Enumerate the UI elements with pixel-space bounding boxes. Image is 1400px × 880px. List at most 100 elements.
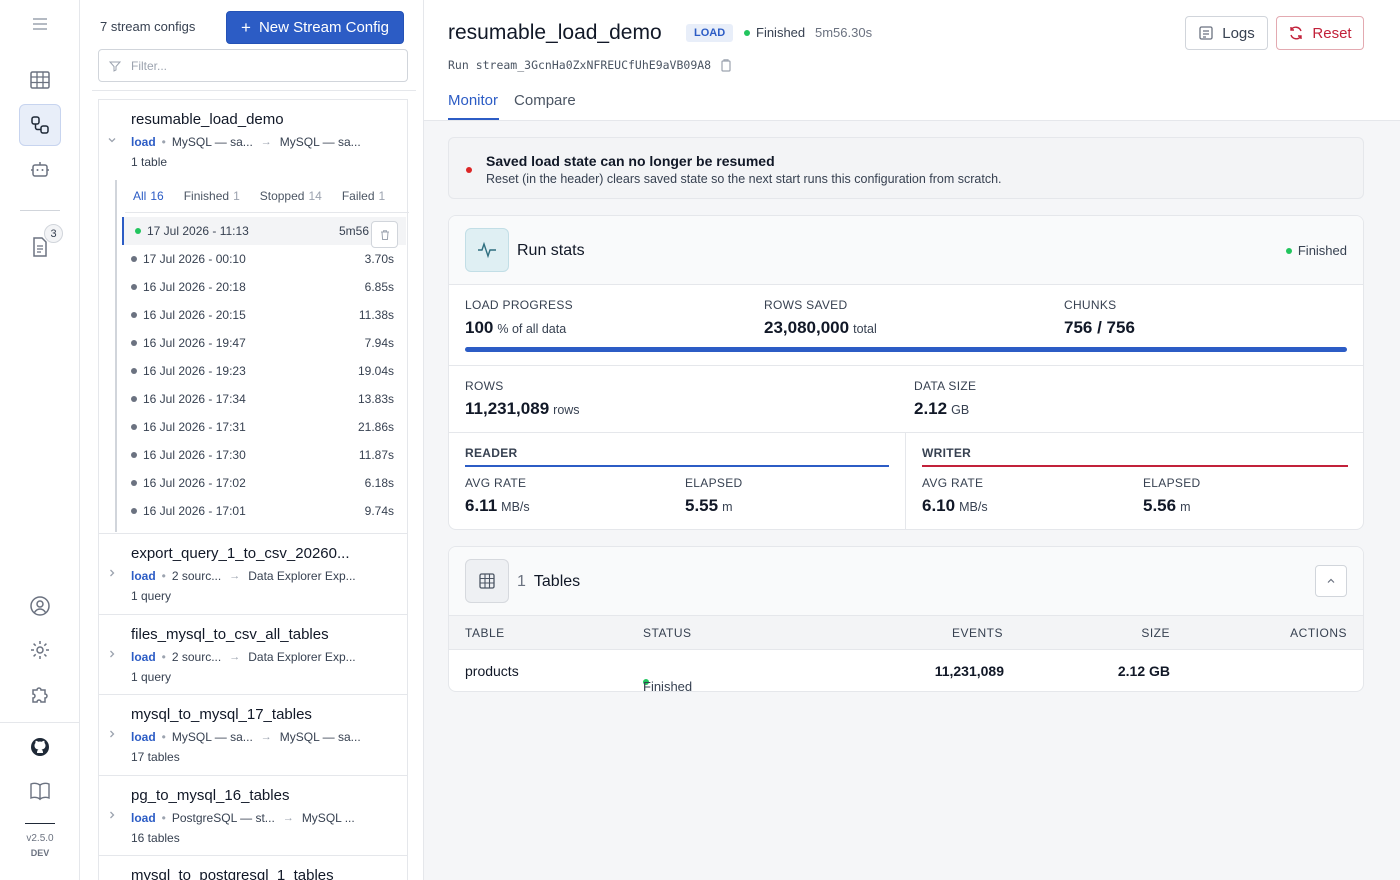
col-size[interactable]: SIZE [1141, 626, 1170, 640]
table-size: 2.12 GB [1117, 663, 1170, 679]
trash-button[interactable] [371, 221, 398, 248]
col-events[interactable]: EVENTS [951, 626, 1003, 640]
rows-stat: ROWS 11,231,089 rows [465, 379, 580, 418]
tables-title: 1 Tables [517, 573, 581, 590]
copy-icon[interactable] [719, 58, 733, 72]
filter-input[interactable] [131, 58, 391, 73]
config-count: 7 stream configs [100, 19, 196, 34]
puzzle-icon[interactable] [19, 673, 61, 715]
refresh-icon [1290, 26, 1303, 40]
tab-failed[interactable]: Failed 1 [341, 189, 386, 203]
tab-stopped[interactable]: Stopped 14 [259, 189, 322, 203]
activity-icon [465, 228, 509, 272]
table-icon[interactable] [19, 59, 61, 101]
config-card[interactable]: mysql_to_postgresql_1_tables [98, 855, 408, 880]
book-icon[interactable] [19, 770, 61, 812]
trash-icon [380, 229, 389, 240]
reset-button[interactable]: Reset [1276, 16, 1364, 50]
chevron-right-icon[interactable] [107, 809, 117, 823]
col-table[interactable]: TABLE [465, 626, 505, 640]
config-card[interactable]: mysql_to_mysql_17_tables load • MySQL — sa… [98, 694, 408, 776]
alert-title: Saved load state can no longer be resume… [486, 153, 775, 169]
document-icon[interactable] [19, 226, 61, 268]
collapse-button[interactable] [1315, 565, 1347, 597]
run-stats-title: Run stats [517, 242, 585, 259]
run-row[interactable]: 17 Jul 2026 - 00:10 3.70s [116, 245, 406, 273]
table-row[interactable]: products Finished 11,231,089 2.12 GB [465, 663, 1170, 692]
col-status[interactable]: STATUS [643, 626, 692, 640]
run-row[interactable]: 16 Jul 2026 - 20:18 6.85s [116, 273, 406, 301]
menu-icon[interactable] [19, 3, 61, 45]
page-title: resumable_load_demo [448, 21, 662, 44]
status-dot [643, 679, 649, 685]
chevron-right-icon[interactable] [107, 728, 117, 742]
run-filter-tabs: All 16 Finished 1 Stopped 14 Failed 1 [133, 189, 385, 203]
page-header: resumable_load_demo LOAD Finished 5m56.3… [424, 0, 1400, 121]
config-meta: load • 2 sourc... → Data Explorer Exp... [131, 569, 356, 583]
run-duration: 5m56.30s [815, 25, 873, 40]
arrow-right-icon: → [260, 136, 272, 148]
status-badge: Finished [1285, 243, 1347, 258]
config-kind: load [131, 135, 156, 149]
config-card-resumable-load-demo[interactable]: resumable_load_demo load • MySQL — sa...… [98, 99, 409, 534]
chevron-right-icon[interactable] [107, 567, 117, 581]
env-label: DEV [30, 848, 50, 858]
col-actions: ACTIONS [1290, 626, 1347, 640]
config-meta: load • PostgreSQL — st... → MySQL ... [131, 811, 355, 825]
stream-config-list: 7 stream configs + New Stream Config res… [80, 0, 424, 880]
gear-icon[interactable] [19, 629, 61, 671]
new-stream-config-button[interactable]: + New Stream Config [226, 11, 404, 44]
github-icon[interactable] [19, 726, 61, 768]
writer-label: WRITER [922, 446, 972, 460]
writer-avg-rate: AVG RATE 6.10 MB/s [922, 476, 988, 515]
kind-badge: LOAD [686, 24, 734, 42]
tab-finished[interactable]: Finished 1 [183, 189, 240, 203]
run-row[interactable]: 16 Jul 2026 - 17:31 21.86s [116, 413, 406, 441]
table-name[interactable]: products [465, 663, 519, 679]
run-row[interactable]: 16 Jul 2026 - 20:15 11.38s [116, 301, 406, 329]
table-header: TABLE STATUS EVENTS SIZE ACTIONS [449, 616, 1363, 650]
main-content: resumable_load_demo LOAD Finished 5m56.3… [424, 0, 1400, 880]
data-size-stat: DATA SIZE 2.12 GB [914, 379, 977, 418]
filter-box [98, 49, 408, 82]
config-card[interactable]: export_query_1_to_csv_20260... load • 2 so… [98, 533, 408, 615]
config-title: pg_to_mysql_16_tables [131, 787, 290, 804]
chevron-down-icon[interactable] [107, 134, 117, 148]
config-title: export_query_1_to_csv_20260... [131, 545, 350, 562]
run-row[interactable]: 16 Jul 2026 - 17:02 6.18s [116, 469, 406, 497]
streams-icon[interactable] [19, 104, 61, 146]
tab-monitor[interactable]: Monitor [448, 92, 499, 109]
config-sub: 17 tables [131, 750, 180, 764]
logs-icon [1199, 26, 1213, 40]
config-card[interactable]: pg_to_mysql_16_tables load • PostgreSQL — … [98, 775, 408, 856]
tab-compare[interactable]: Compare [514, 92, 576, 109]
config-title: mysql_to_postgresql_1_tables [131, 867, 334, 880]
logs-button[interactable]: Logs [1185, 16, 1268, 50]
load-progress-stat: LOAD PROGRESS 100% of all data [465, 298, 573, 337]
chevron-up-icon [1327, 578, 1335, 583]
notification-badge: 3 [44, 224, 63, 243]
config-meta: load • MySQL — sa... → MySQL — sa... [131, 135, 361, 149]
chevron-right-icon[interactable] [107, 648, 117, 662]
config-sub: 16 tables [131, 831, 180, 845]
run-row[interactable]: 16 Jul 2026 - 19:23 19.04s [116, 357, 406, 385]
tab-all[interactable]: All 16 [133, 189, 164, 203]
run-row[interactable]: 16 Jul 2026 - 19:47 7.94s [116, 329, 406, 357]
run-row-selected[interactable]: 17 Jul 2026 - 11:13 5m56 [122, 217, 406, 248]
status-dot [135, 228, 141, 234]
version-label: v2.5.0 [26, 833, 54, 844]
reader-label: READER [465, 446, 518, 460]
writer-elapsed: ELAPSED 5.56 m [1143, 476, 1201, 515]
user-icon[interactable] [19, 585, 61, 627]
run-row[interactable]: 16 Jul 2026 - 17:34 13.83s [116, 385, 406, 413]
resume-alert: Saved load state can no longer be resume… [448, 137, 1364, 199]
config-source: MySQL — sa... [171, 135, 253, 149]
status-dot [744, 29, 750, 36]
run-row[interactable]: 16 Jul 2026 - 17:01 9.74s [116, 497, 406, 525]
reader-avg-rate: AVG RATE 6.11 MB/s [465, 476, 530, 515]
bot-icon[interactable] [19, 149, 61, 191]
run-row[interactable]: 16 Jul 2026 - 17:30 11.87s [116, 441, 406, 469]
config-card[interactable]: files_mysql_to_csv_all_tables load • 2 sou… [98, 614, 408, 695]
config-sub: 1 query [131, 589, 172, 603]
alert-dot [466, 167, 472, 173]
